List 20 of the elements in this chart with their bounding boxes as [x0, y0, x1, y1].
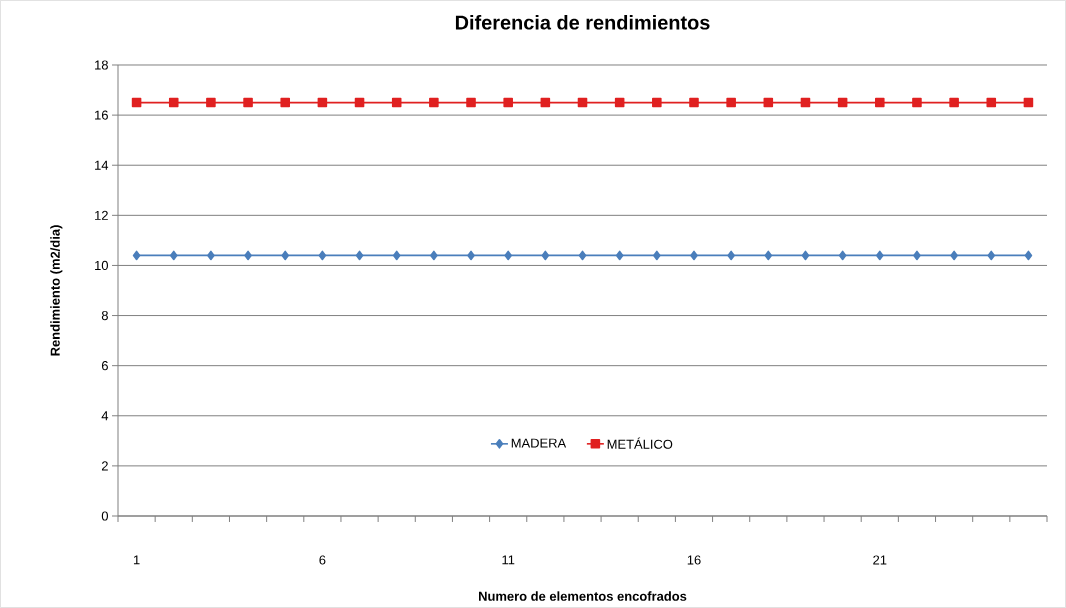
- y-axis-title: Rendimiento (m2/dia): [50, 225, 63, 356]
- y-tick-label: 10: [95, 260, 108, 271]
- legend-label: METÁLICO: [607, 437, 673, 449]
- chart-title: Diferencia de rendimientos: [455, 14, 710, 30]
- legend-label: MADERA: [511, 438, 567, 448]
- x-tick-label: 11: [502, 555, 515, 565]
- y-tick-label: 2: [101, 461, 108, 471]
- y-tick-label: 18: [95, 60, 108, 70]
- x-tick-label: 21: [873, 555, 887, 565]
- x-tick-label: 16: [687, 555, 701, 565]
- y-tick-label: 16: [95, 110, 108, 120]
- y-tick-label: 4: [101, 411, 109, 421]
- y-tick-label: 12: [95, 210, 108, 220]
- x-tick-label: 1: [133, 555, 140, 565]
- y-tick-label: 0: [101, 511, 108, 521]
- y-tick-label: 14: [95, 160, 109, 170]
- x-axis-title: Numero de elementos encofrados: [479, 591, 687, 601]
- y-tick-label: 8: [101, 310, 108, 321]
- y-tick-label: 6: [101, 361, 108, 371]
- x-tick-label: 6: [319, 555, 326, 565]
